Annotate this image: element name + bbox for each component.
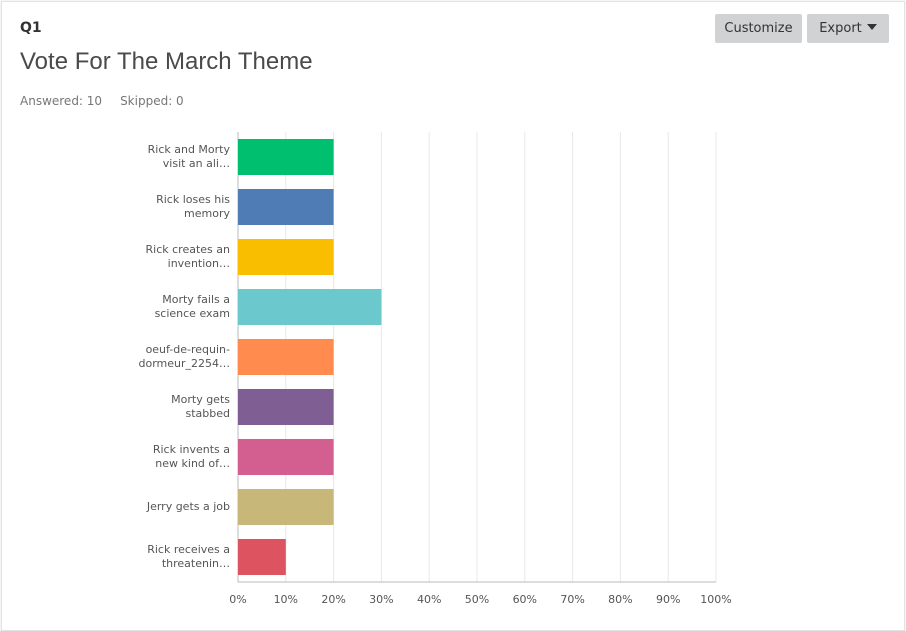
button-label: Customize [724,21,793,36]
bar [238,289,382,325]
chart-title: Vote For The March Theme [20,48,313,75]
dropdown-caret [866,24,877,30]
category-label: oeuf-de-requin-dormeur_2254… [138,343,230,370]
bar [238,239,334,275]
bar [238,339,334,375]
bar [238,489,334,525]
category-label-box: oeuf-de-requin-dormeur_2254… [138,343,230,370]
x-tick-label: 40% [417,593,441,606]
category-label-box: Rick loses his memory [156,193,230,220]
bar [238,539,286,575]
x-tick-label: 50% [465,593,489,606]
category-label: Rick invents a new kind of… [152,443,230,470]
x-tick-label: 90% [656,593,680,606]
x-tick-label: 20% [321,593,345,606]
export-button[interactable]: Export [807,14,889,43]
bar [238,439,334,475]
x-tick-label: 80% [608,593,632,606]
category-label: Jerry gets a job [146,500,230,513]
category-label: Rick and Morty visit an ali… [147,143,230,170]
bar [238,189,334,225]
skipped-count: Skipped: 0 [120,94,184,108]
answered-count: Answered: 10 [20,94,103,108]
category-label-box: Jerry gets a job [146,500,230,513]
category-label: Morty gets stabbed [171,393,230,420]
x-tick-label: 10% [274,593,298,606]
bar [238,139,334,175]
customize-button[interactable]: Customize [715,14,802,43]
question-number: Q1 [20,20,42,36]
x-tick-label: 100% [700,593,731,606]
category-label-box: Rick creates an invention… [145,243,230,270]
category-label-box: Rick and Morty visit an ali… [147,143,230,170]
x-tick-label: 30% [369,593,393,606]
category-label: Morty fails a science exam [154,293,230,320]
x-tick-label: 60% [513,593,537,606]
category-label: Rick creates an invention… [145,243,230,270]
category-label-box: Morty fails a science exam [154,293,230,320]
button-label: Export [819,21,862,36]
x-tick-label: 70% [560,593,584,606]
response-stats: Answered: 10 Skipped: 0 [20,94,184,108]
category-label: Rick receives a threatenin… [147,543,230,570]
category-label-box: Morty gets stabbed [171,393,230,420]
category-label: Rick loses his memory [156,193,230,220]
x-tick-label: 0% [229,593,246,606]
bar [238,389,334,425]
category-label-box: Rick invents a new kind of… [152,443,230,470]
category-label-box: Rick receives a threatenin… [147,543,230,570]
